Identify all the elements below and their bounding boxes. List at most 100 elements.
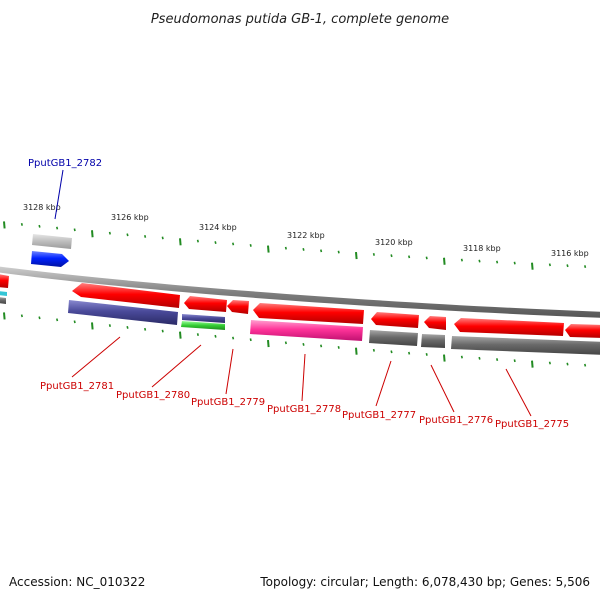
plus-strand-features (31, 234, 72, 267)
scale-minor-tick (126, 326, 129, 329)
scale-minor-tick (584, 363, 587, 367)
gene-label-2781[interactable]: PputGB1_2781 (40, 381, 114, 392)
leader-2782 (54, 169, 64, 220)
gene-2775-red[interactable] (454, 318, 564, 336)
scale-major-tick (267, 339, 270, 348)
map-title: Pseudomonas putida GB-1, complete genome (151, 12, 449, 27)
scale-minor-tick (73, 320, 76, 324)
scale-minor-tick (460, 258, 463, 262)
leader-2776 (430, 364, 455, 413)
gene-feature-edge-red[interactable] (0, 274, 9, 288)
gene-2781-red[interactable] (72, 283, 180, 308)
gene-2778-red[interactable] (253, 303, 364, 324)
gene-labels: PputGB1_2782 PputGB1_2781 PputGB1_2780 P… (28, 158, 569, 430)
gene-label-2777[interactable]: PputGB1_2777 (342, 410, 416, 421)
scale-minor-tick (196, 333, 199, 337)
scale-minor-tick (320, 249, 323, 253)
scale-minor-tick (425, 256, 428, 260)
scale-minor-tick (566, 264, 569, 268)
scale-major-tick (355, 347, 358, 355)
scale-minor-tick (161, 236, 164, 240)
outer-scale-ticks (3, 221, 587, 270)
scale-major-tick (3, 221, 6, 229)
scale-label-3126: 3126 kbp (111, 213, 149, 222)
scale-minor-tick (337, 346, 340, 349)
gene-2781-cog[interactable] (68, 300, 178, 325)
scale-minor-tick (478, 259, 481, 263)
scale-minor-tick (161, 329, 164, 333)
gene-feature-light[interactable] (32, 234, 72, 249)
gene-2779-red[interactable] (227, 300, 249, 314)
scale-major-tick (355, 251, 358, 260)
gene-2775-cog[interactable] (451, 336, 600, 355)
scale-minor-tick (566, 362, 569, 366)
leader-2775 (505, 368, 532, 417)
scale-minor-tick (372, 253, 375, 256)
scale-minor-tick (460, 355, 463, 359)
scale-minor-tick (249, 338, 252, 342)
gene-2780-cog-navy[interactable] (182, 314, 225, 323)
scale-minor-tick (496, 358, 499, 361)
accession-text: Accession: NC_010322 (9, 575, 145, 589)
gene-2776-cog[interactable] (421, 334, 445, 348)
scale-minor-tick (232, 336, 235, 340)
scale-minor-tick (548, 361, 551, 365)
gene-2780-red[interactable] (184, 296, 227, 312)
scale-minor-tick (284, 246, 287, 250)
gene-2774-red[interactable] (565, 324, 600, 338)
gene-label-2778[interactable]: PputGB1_2778 (267, 404, 341, 415)
scale-minor-tick (390, 350, 393, 354)
gene-2778-cog[interactable] (250, 320, 363, 341)
gene-label-2775[interactable]: PputGB1_2775 (495, 419, 569, 430)
scale-major-tick (531, 360, 534, 368)
scale-minor-tick (144, 327, 147, 331)
leader-2779 (225, 348, 234, 395)
scale-minor-tick (478, 356, 481, 360)
scale-minor-tick (548, 263, 551, 267)
scale-minor-tick (337, 250, 340, 254)
scale-minor-tick (56, 318, 59, 322)
gene-label-2776[interactable]: PputGB1_2776 (419, 415, 493, 426)
scale-major-tick (91, 322, 94, 330)
scale-minor-tick (20, 314, 23, 318)
scale-major-tick (443, 257, 446, 265)
genome-summary-text: Topology: circular; Length: 6,078,430 bp… (259, 575, 590, 589)
scale-minor-tick (320, 344, 323, 348)
gene-feature-edge-cyan[interactable] (0, 291, 7, 296)
scale-major-tick (267, 245, 270, 253)
gene-2776-red[interactable] (424, 316, 446, 330)
gene-label-2780[interactable]: PputGB1_2780 (116, 390, 190, 401)
scale-minor-tick (496, 260, 499, 264)
scale-minor-tick (249, 243, 252, 247)
gene-label-2782[interactable]: PputGB1_2782 (28, 158, 102, 169)
scale-minor-tick (38, 224, 41, 228)
scale-major-tick (91, 230, 94, 238)
scale-major-tick (179, 331, 182, 339)
label-leaders (54, 169, 532, 417)
scale-minor-tick (408, 255, 411, 259)
gene-label-2779[interactable]: PputGB1_2779 (191, 397, 265, 408)
gene-2777-cog[interactable] (369, 330, 418, 346)
scale-minor-tick (196, 239, 199, 243)
leader-2777 (375, 360, 392, 407)
scale-label-3118: 3118 kbp (463, 244, 501, 253)
gene-2777-red[interactable] (371, 312, 419, 328)
scale-minor-tick (302, 342, 305, 346)
scale-minor-tick (20, 223, 23, 226)
scale-minor-tick (108, 231, 111, 235)
scale-major-tick (531, 262, 534, 270)
scale-label-3122: 3122 kbp (287, 231, 325, 240)
scale-minor-tick (372, 348, 375, 352)
scale-minor-tick (73, 228, 76, 232)
scale-minor-tick (425, 353, 428, 356)
scale-label-3128: 3128 kbp (23, 203, 61, 212)
scale-minor-tick (214, 334, 217, 338)
scale-major-tick (179, 238, 182, 246)
scale-minor-tick (144, 234, 147, 238)
gene-feature-edge-gray[interactable] (0, 297, 6, 304)
gene-feature-blue[interactable] (31, 251, 69, 267)
leader-2778 (301, 353, 306, 402)
gene-2780-cog-green[interactable] (181, 321, 225, 330)
left-edge-features (0, 274, 9, 304)
